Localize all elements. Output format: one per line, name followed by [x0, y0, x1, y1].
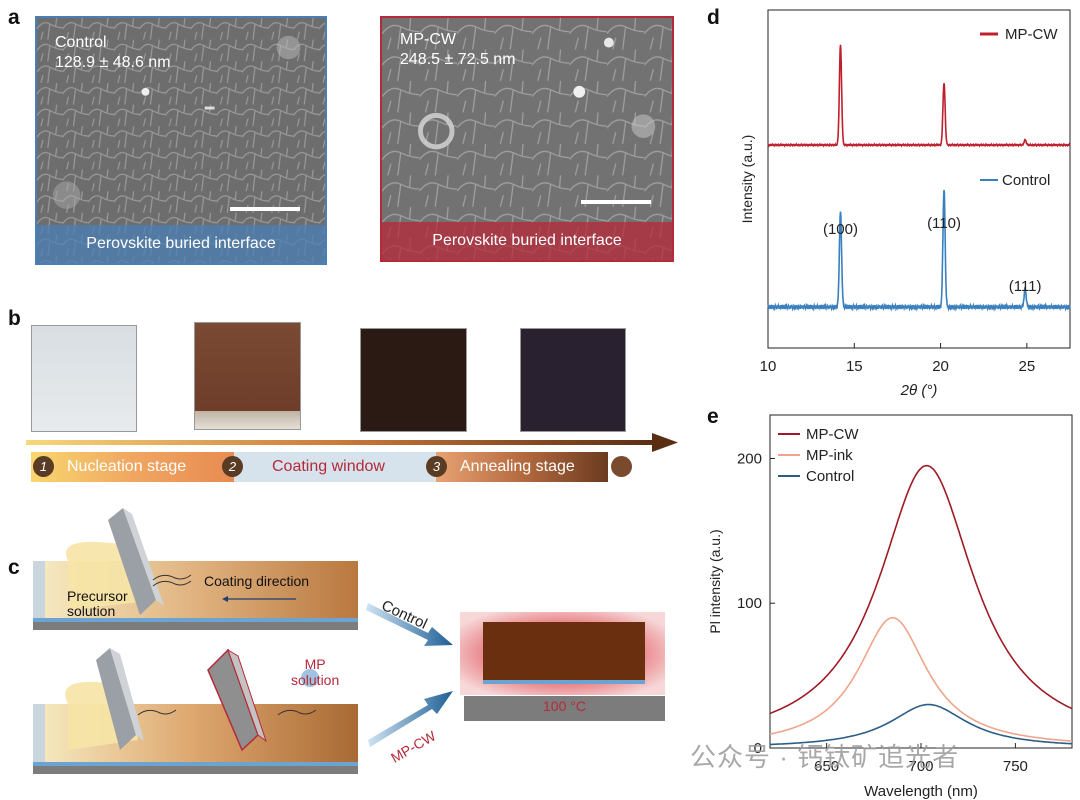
stage-number-2: 2 [222, 456, 243, 477]
stage-bar-nucleation: Nucleation stage [31, 452, 234, 482]
hotplate [464, 696, 665, 721]
sem-band-mpcw: Perovskite buried interface [382, 222, 672, 260]
precursor-label-line1: Precursor [67, 588, 128, 604]
sem-image-control: Control 128.9 ± 48.6 nm Perovskite burie… [35, 16, 327, 265]
pl-chart: 650 700 750 0 100 200 Wavelength (nm) Pl intens… [707, 414, 1073, 799]
mp-label-line2: solution [291, 672, 340, 688]
pl-ylabel: Pl intensity (a.u.) [707, 529, 723, 633]
film-photo-nucleation [31, 325, 137, 432]
stage-label-nucleation: Nucleation stage [67, 458, 187, 475]
sem-band-control: Perovskite buried interface [37, 225, 325, 263]
stage-progress-arrow [26, 433, 678, 452]
coating-direction-label: Coating direction [204, 573, 310, 589]
sem-mpcw-size: 248.5 ± 72.5 nm [400, 51, 516, 68]
sem-texture-control [37, 18, 325, 263]
panel-letter-a: a [8, 6, 20, 29]
pl-xtick-label: 700 [908, 758, 933, 775]
precursor-label: Precursor solution [67, 589, 128, 619]
stage-number-1: 1 [33, 456, 54, 477]
scale-bar-mpcw [581, 200, 651, 204]
sem-control-size: 128.9 ± 48.6 nm [55, 54, 171, 71]
xrd-ylabel: Intensity (a.u.) [739, 135, 755, 224]
stage-end-dot [611, 456, 632, 477]
coating-schematic [33, 508, 665, 774]
arrow-control [366, 603, 453, 646]
pl-xtick-label: 650 [814, 758, 839, 775]
stage-number-3: 3 [426, 456, 447, 477]
pl-frame [769, 414, 1073, 749]
xrd-xlabel: 2θ (°) [900, 382, 938, 399]
watermark: 公众号 · 钙钛矿追光者 [690, 742, 960, 772]
xrd-chart: 10 15 20 25 2θ (°) Intensity (a.u.) MP-CW Contr… [739, 9, 1071, 399]
bottom-coating-substrate [33, 681, 358, 774]
pl-ytick-label: 200 [737, 450, 762, 467]
xrd-series-mp-cw [767, 44, 1071, 148]
panel-letter-c: c [8, 556, 20, 579]
xrd-legend-control: Control [1002, 172, 1050, 189]
pl-xtick-label: 750 [1003, 758, 1028, 775]
pl-series-control [769, 703, 1073, 746]
panel-letter-e: e [707, 405, 719, 428]
xrd-peak-label: (100) [823, 221, 858, 238]
panel-letter-d: d [707, 6, 720, 29]
pl-ytick-label: 100 [737, 595, 762, 612]
mp-solution-label: MP solution [291, 656, 339, 688]
stage-bar-coating: Coating window [234, 452, 436, 482]
xrd-series-control [767, 189, 1071, 312]
pl-legend-label: MP-CW [806, 426, 859, 443]
xrd-xtick-label: 10 [760, 358, 777, 375]
film-photo-coating [194, 322, 301, 430]
pl-series-mp-cw [769, 464, 1073, 715]
sem-mpcw-name: MP-CW [400, 31, 456, 48]
sem-control-name: Control [55, 34, 107, 51]
mp-droplet [301, 669, 319, 687]
xrd-peak-label: (110) [927, 215, 961, 232]
mp-label-line1: MP [304, 656, 326, 672]
xrd-legend-mpcw: MP-CW [1005, 26, 1058, 43]
stage-bar-annealing: Annealing stage [436, 452, 608, 482]
xrd-frame [767, 9, 1071, 349]
xrd-xtick-label: 25 [1019, 358, 1036, 375]
xrd-peak-label: (111) [1009, 278, 1042, 295]
pl-legend-label: MP-ink [806, 447, 853, 464]
xrd-xtick-label: 15 [846, 358, 863, 375]
stage-label-annealing: Annealing stage [460, 458, 575, 475]
film-photo-final [520, 328, 626, 432]
panel-letter-b: b [8, 307, 21, 330]
arrow-mpcw [368, 691, 453, 747]
film-photo-coating-edge [195, 411, 300, 429]
xrd-xtick-label: 20 [932, 358, 949, 375]
sem-texture-mpcw [382, 18, 672, 260]
pl-ytick-label: 0 [754, 740, 762, 757]
film-photo-annealing [360, 328, 467, 432]
annealed-film [483, 622, 645, 680]
sem-image-mpcw: MP-CW 248.5 ± 72.5 nm Perovskite buried … [380, 16, 674, 262]
top-blade [108, 508, 156, 615]
pl-legend-label: Control [806, 468, 854, 485]
scale-bar-control [230, 207, 300, 211]
pl-xlabel: Wavelength (nm) [864, 783, 978, 799]
anneal-temperature: 100 °C [543, 698, 586, 714]
pl-series-mp-ink [769, 616, 1073, 742]
stage-label-coating: Coating window [272, 458, 385, 475]
precursor-label-line2: solution [67, 603, 116, 619]
